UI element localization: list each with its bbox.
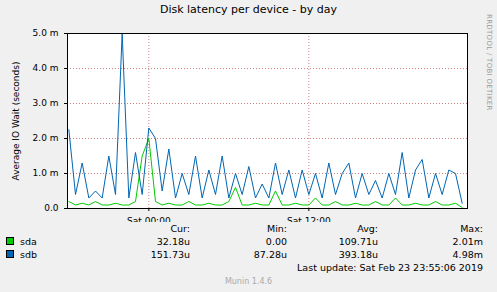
- svg-text:3.0 m: 3.0 m: [33, 98, 59, 108]
- svg-text:Average IO Wait (seconds): Average IO Wait (seconds): [11, 62, 21, 181]
- html-text:Disk latency per device - by d: Disk latency per device - by day: [159, 3, 338, 16]
- svg-text:2.0 m: 2.0 m: [33, 133, 59, 143]
- html-text:sda: sda: [20, 236, 37, 247]
- html-text:RRDTOOL / TOBI OETIKER: RRDTOOL / TOBI OETIKER: [485, 14, 493, 111]
- html-text:151.73u: 151.73u: [150, 249, 190, 260]
- svg-text:1.0 m: 1.0 m: [33, 168, 59, 178]
- svg-text:0.0: 0.0: [44, 203, 59, 213]
- html-text:Max:: Max:: [460, 223, 483, 234]
- html-text:32.18u: 32.18u: [156, 236, 190, 247]
- html-text:4.98m: 4.98m: [452, 249, 483, 260]
- html-text:87.28u: 87.28u: [253, 249, 287, 260]
- svg-text:5.0 m: 5.0 m: [33, 28, 59, 38]
- svg-text:Sat 12:00: Sat 12:00: [287, 216, 331, 222]
- html-text:Munin 1.4.6: Munin 1.4.6: [224, 277, 273, 286]
- svg-text:Sat 00:00: Sat 00:00: [127, 216, 171, 222]
- html-text:2.01m: 2.01m: [452, 236, 483, 247]
- html-text:109.71u: 109.71u: [338, 236, 378, 247]
- html-text:Avg:: Avg:: [357, 223, 378, 234]
- html-text:Cur:: Cur:: [170, 223, 190, 234]
- svg-text:4.0 m: 4.0 m: [33, 63, 59, 73]
- html-text:Min:: Min:: [266, 223, 287, 234]
- html-text:sdb: sdb: [20, 249, 37, 260]
- html-text:0.00: 0.00: [265, 236, 287, 247]
- html-text:393.18u: 393.18u: [338, 249, 378, 260]
- html-text:Last update: Sat Feb 23 23:55:: Last update: Sat Feb 23 23:55:06 2019: [297, 262, 483, 273]
